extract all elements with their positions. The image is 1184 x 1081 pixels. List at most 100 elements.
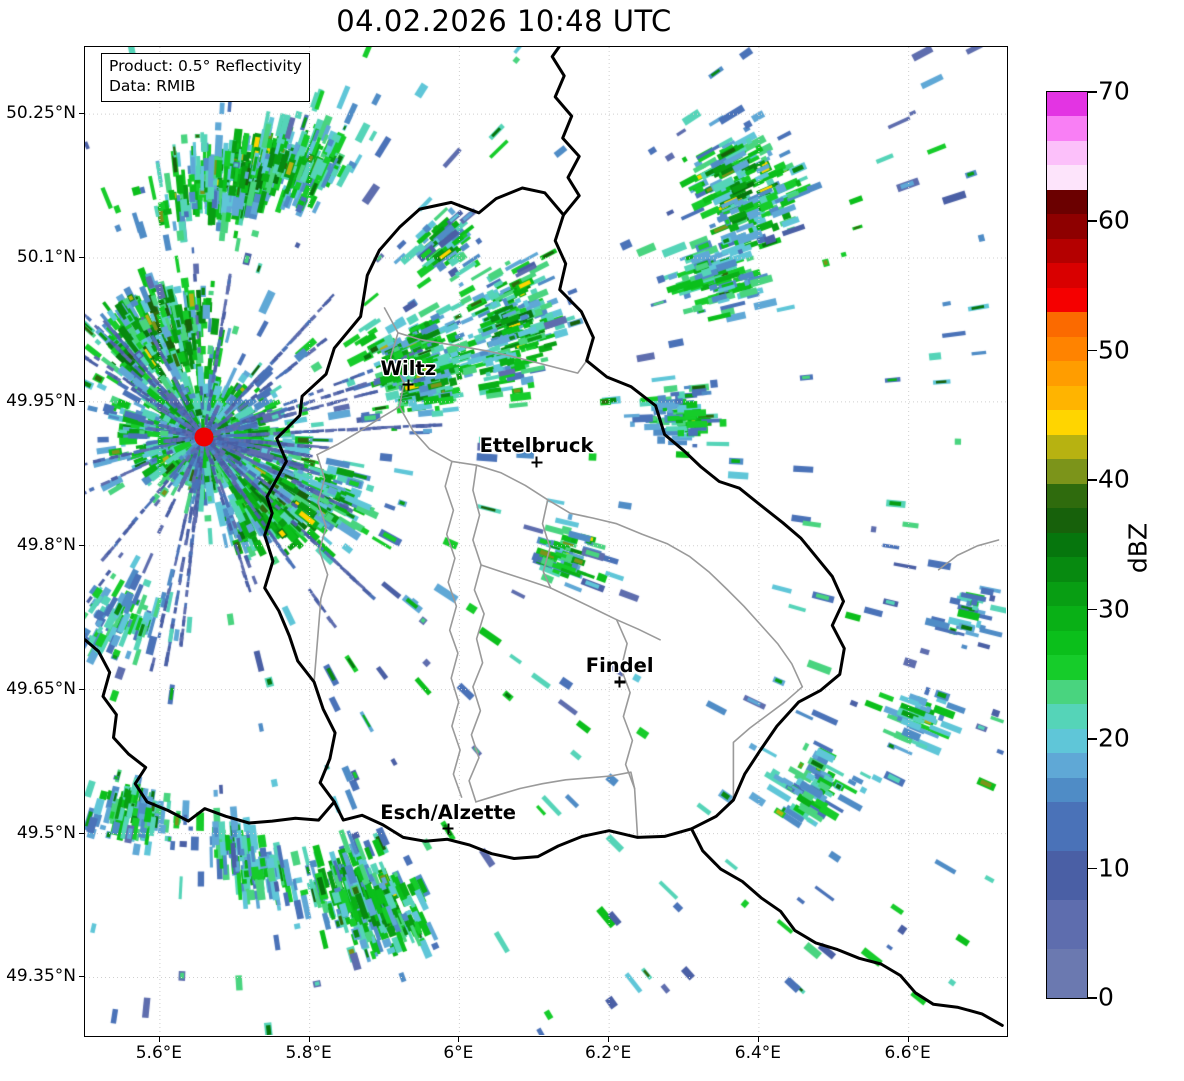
x-tick-mark [608, 1037, 610, 1042]
colorbar-swatch [1047, 385, 1087, 411]
y-tick-label: 50.1°N [16, 247, 76, 268]
colorbar-swatch [1047, 263, 1087, 288]
y-tick-label: 50.25°N [6, 103, 76, 124]
colorbar-swatch [1047, 238, 1087, 264]
city-marker-findel [614, 676, 626, 688]
city-label-findel: Findel [585, 654, 654, 677]
colorbar-swatch [1047, 459, 1087, 484]
graticule-gridlines [85, 47, 1006, 1035]
colorbar-swatch [1047, 434, 1087, 460]
colorbar-swatch [1047, 92, 1087, 117]
colorbar-swatch [1047, 116, 1087, 141]
radar-reflectivity-layer [85, 47, 1006, 1035]
colorbar-swatch [1047, 336, 1087, 362]
colorbar-tick-label: 60 [1098, 205, 1130, 235]
x-tick-mark [308, 1037, 310, 1042]
colorbar-swatch [1047, 287, 1087, 313]
data-source-line: Data: RMIB [109, 76, 196, 95]
colorbar-swatch [1047, 312, 1087, 337]
map-clip-area [85, 47, 1007, 1036]
colorbar-tick-label: 30 [1098, 594, 1130, 624]
colorbar-tick-label: 70 [1098, 76, 1130, 106]
colorbar-swatch [1047, 851, 1087, 876]
x-tick-mark [907, 1037, 909, 1042]
country-borders [85, 47, 1004, 1027]
y-tick-mark [79, 976, 84, 978]
colorbar-swatch [1047, 410, 1087, 435]
colorbar-swatch [1047, 973, 1087, 998]
colorbar-swatch [1047, 948, 1087, 974]
colorbar-swatch [1047, 140, 1087, 166]
colorbar-tick-mark [1088, 608, 1097, 611]
colorbar-tick-mark [1088, 867, 1097, 870]
colorbar-swatch [1047, 581, 1087, 607]
x-tick-mark [158, 1037, 160, 1042]
colorbar-swatch [1047, 728, 1087, 754]
x-tick-label: 5.6°E [135, 1043, 183, 1063]
y-tick-mark [79, 400, 84, 402]
radar-map-plot[interactable]: Product: 0.5° Reflectivity Data: RMIB Wi… [84, 46, 1008, 1037]
y-tick-mark [79, 832, 84, 834]
colorbar-tick-label: 10 [1098, 853, 1130, 883]
x-tick-mark [458, 1037, 460, 1042]
colorbar-swatch [1047, 875, 1087, 900]
colorbar-swatch [1047, 361, 1087, 386]
x-tick-mark [757, 1037, 759, 1042]
x-tick-label: 6°E [443, 1043, 474, 1063]
colorbar-tick-mark [1088, 349, 1097, 352]
x-tick-label: 5.8°E [285, 1043, 332, 1063]
y-tick-mark [79, 113, 84, 115]
colorbar-swatch [1047, 924, 1087, 949]
colorbar-tick-mark [1088, 738, 1097, 740]
colorbar-swatch [1047, 704, 1087, 729]
radar-site-marker [194, 427, 214, 447]
city-label-ettelbruck: Ettelbruck [479, 434, 594, 458]
x-tick-label: 6.6°E [884, 1043, 931, 1063]
colorbar-swatch [1047, 214, 1087, 239]
city-marker-wiltz [402, 379, 414, 391]
colorbar-tick-mark [1088, 91, 1097, 93]
colorbar-swatch [1047, 753, 1087, 778]
x-tick-label: 6.2°E [585, 1043, 632, 1063]
colorbar-swatch [1047, 826, 1087, 852]
product-line: Product: 0.5° Reflectivity [109, 57, 302, 75]
colorbar-swatch [1047, 679, 1087, 705]
y-tick-mark [79, 257, 84, 259]
colorbar-swatch [1047, 165, 1087, 190]
colorbar-swatch [1047, 655, 1087, 680]
colorbar-swatch [1047, 606, 1087, 631]
y-tick-mark [79, 688, 84, 690]
colorbar-tick-mark [1088, 479, 1097, 481]
colorbar-swatch [1047, 557, 1087, 582]
district-boundaries [313, 307, 1000, 839]
colorbar-swatch [1047, 777, 1087, 803]
colorbar-tick-mark [1088, 220, 1097, 223]
colorbar[interactable] [1046, 91, 1088, 999]
city-label-esch-alzette: Esch/Alzette [380, 800, 517, 824]
colorbar-title: dBZ [1123, 522, 1153, 574]
colorbar-swatch [1047, 508, 1087, 533]
y-tick-label: 49.35°N [6, 966, 76, 987]
colorbar-tick-label: 20 [1098, 723, 1130, 753]
y-tick-label: 49.95°N [6, 390, 76, 411]
colorbar-tick-label: 40 [1098, 464, 1130, 494]
x-tick-label: 6.4°E [734, 1043, 782, 1063]
colorbar-swatch [1047, 483, 1087, 509]
city-label-wiltz: Wiltz [380, 356, 437, 380]
colorbar-swatch [1047, 189, 1087, 215]
city-marker-ettelbruck [531, 456, 542, 468]
colorbar-tick-label: 50 [1098, 335, 1130, 365]
colorbar-swatch [1047, 802, 1087, 827]
colorbar-swatch [1047, 630, 1087, 656]
colorbar-swatch [1047, 899, 1087, 925]
y-tick-label: 49.65°N [6, 678, 76, 699]
city-marker-esch-alzette [442, 823, 454, 835]
colorbar-tick-mark [1088, 997, 1097, 999]
y-tick-label: 49.5°N [16, 822, 76, 843]
info-box: Product: 0.5° Reflectivity Data: RMIB [101, 53, 310, 102]
y-tick-mark [79, 544, 84, 546]
colorbar-swatch [1047, 532, 1087, 558]
map-boundaries-layer [85, 47, 1006, 1035]
y-tick-label: 49.8°N [16, 534, 76, 555]
colorbar-tick-label: 0 [1098, 982, 1114, 1012]
